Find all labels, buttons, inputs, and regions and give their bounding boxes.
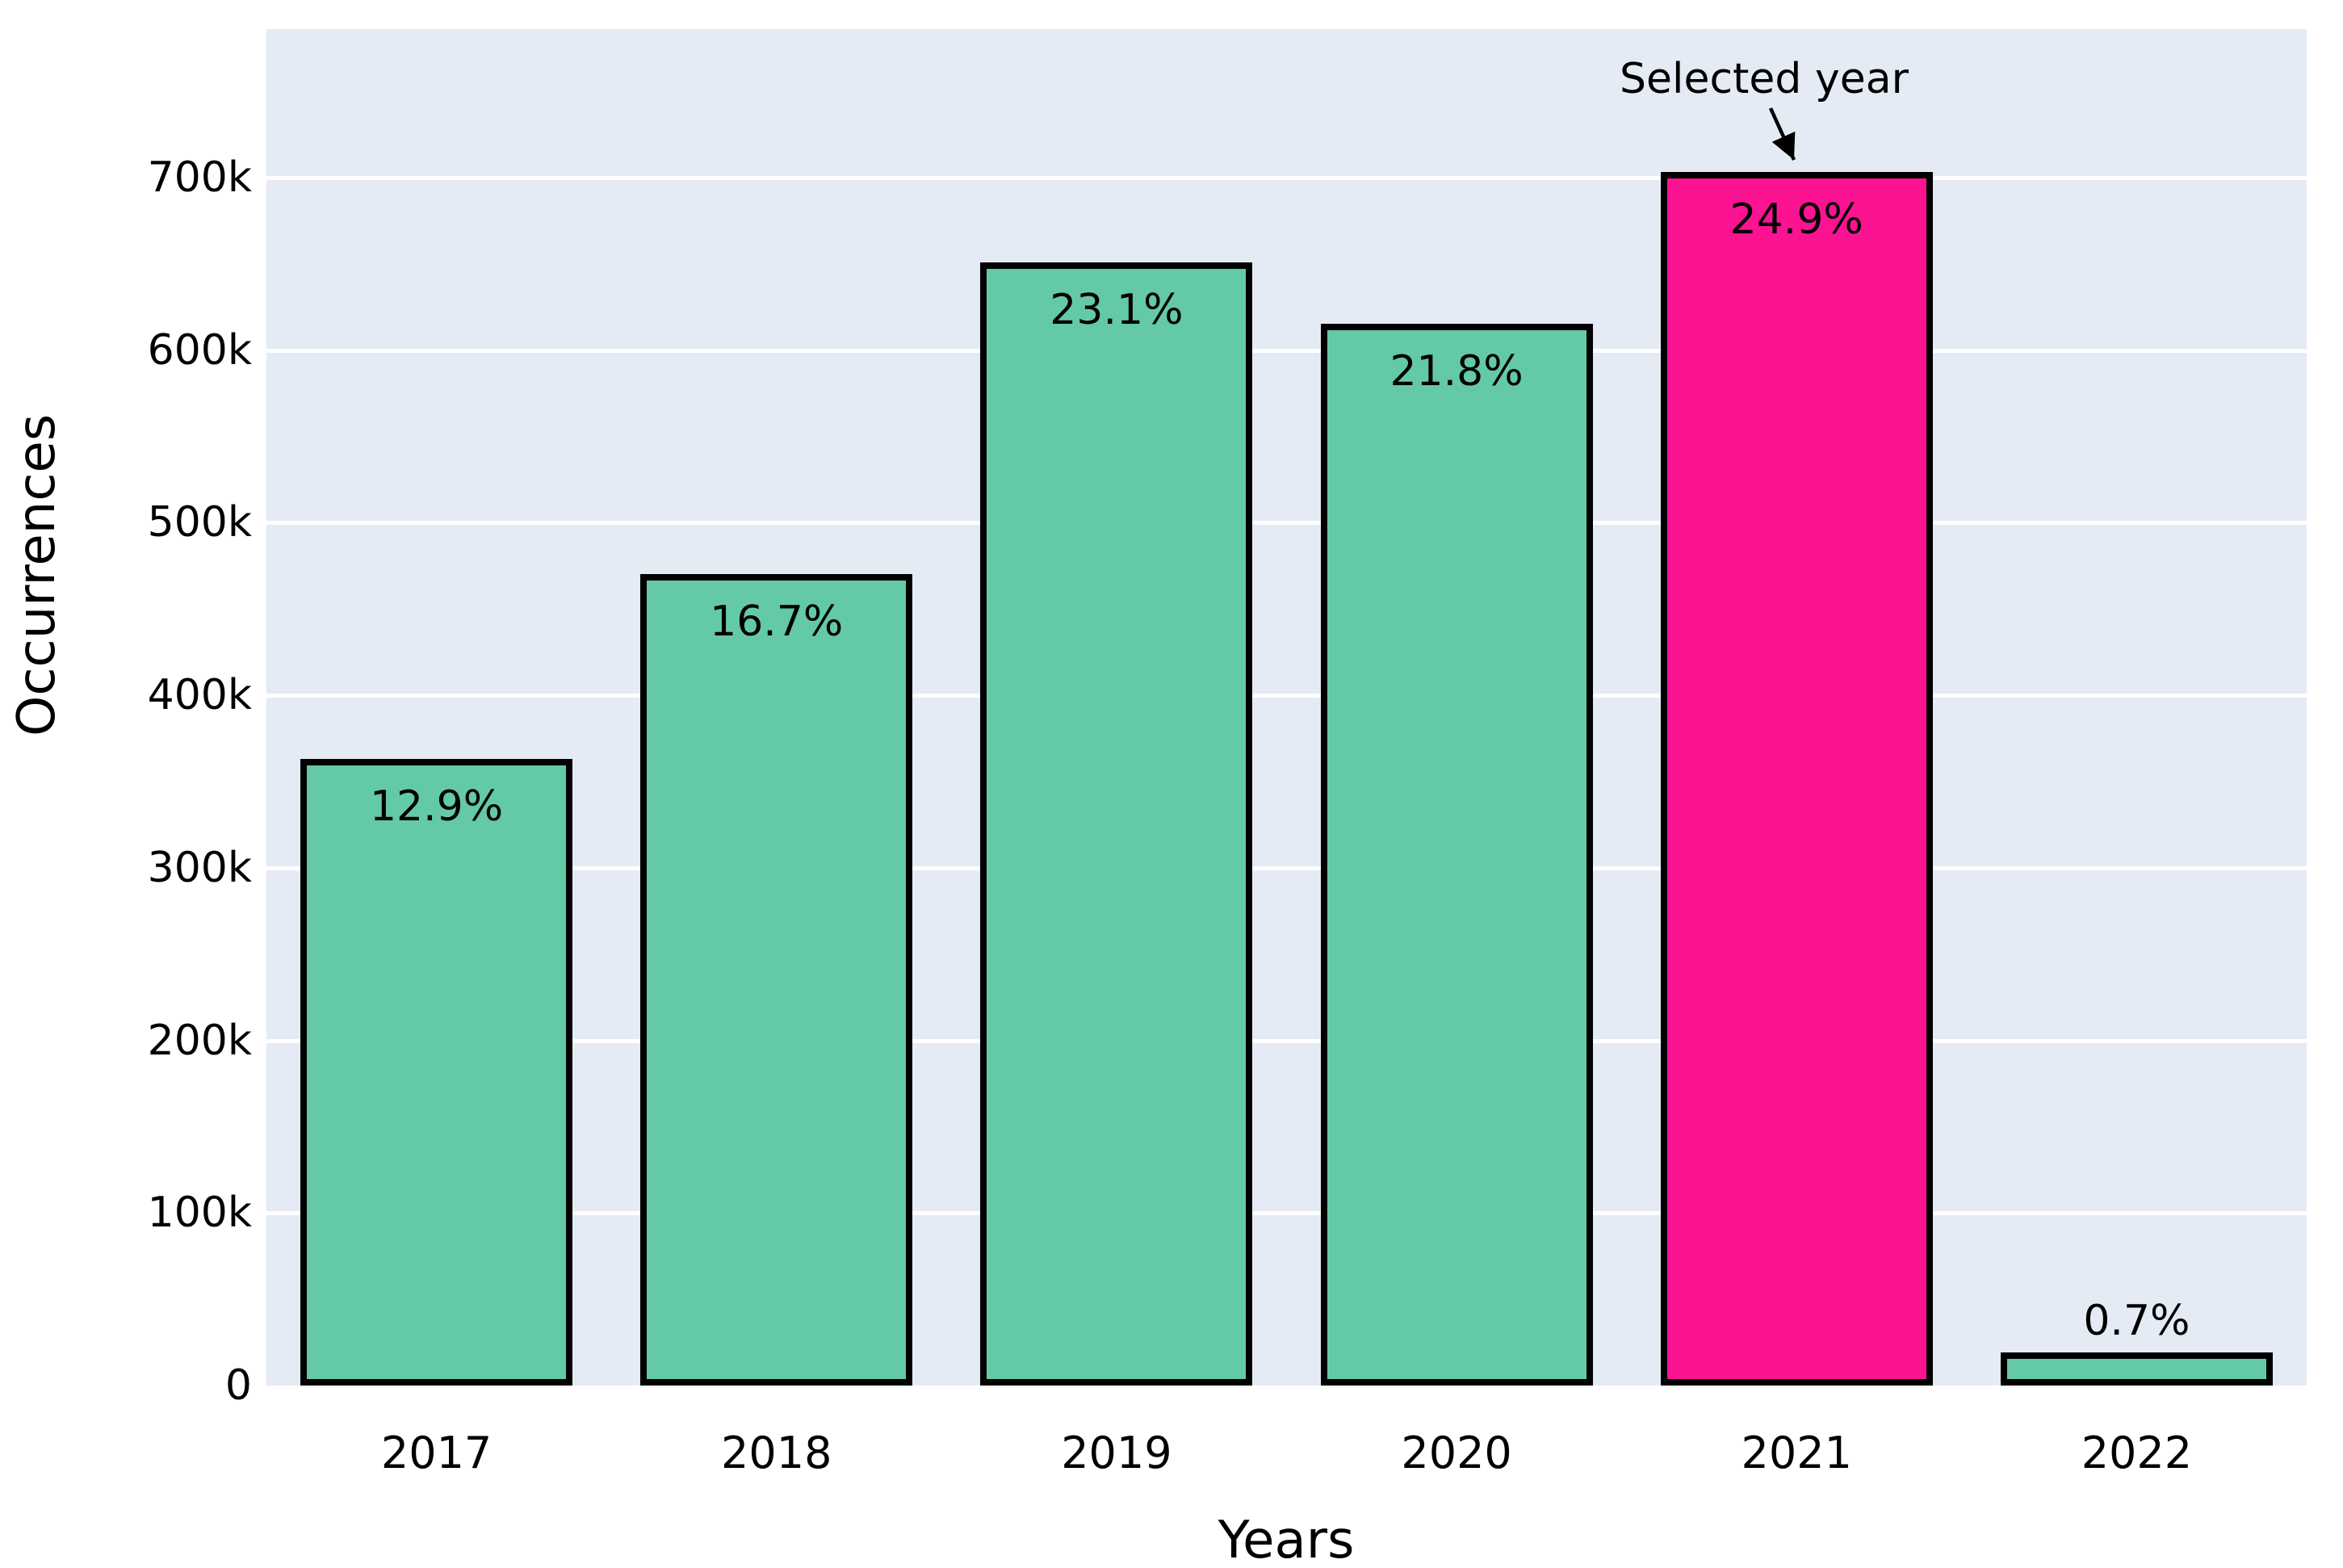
bar-2020[interactable]: 21.8% <box>1320 324 1593 1386</box>
y-tick-700k: 700k <box>147 153 252 202</box>
plot-area: 12.9% 16.7% 23.1% 21.8% 24.9% 0.7% <box>266 29 2307 1386</box>
bar-2017[interactable]: 12.9% <box>300 759 573 1386</box>
y-axis-label: Occurrences <box>7 413 67 736</box>
x-tick-2017: 2017 <box>380 1428 492 1478</box>
bar-value-label-2017: 12.9% <box>369 782 504 832</box>
x-tick-2021: 2021 <box>1741 1428 1852 1478</box>
gridline-500k <box>266 521 2307 526</box>
gridline-300k <box>266 866 2307 870</box>
y-tick-400k: 400k <box>147 671 252 720</box>
gridline-700k <box>266 175 2307 180</box>
bar-2022[interactable]: 0.7% <box>2000 1297 2273 1386</box>
bar-2018[interactable]: 16.7% <box>640 574 913 1386</box>
x-tick-2022: 2022 <box>2081 1428 2193 1478</box>
y-tick-300k: 300k <box>147 843 252 892</box>
bar-value-label-2020: 21.8% <box>1389 347 1524 396</box>
y-tick-200k: 200k <box>147 1016 252 1065</box>
bar-value-label-2018: 16.7% <box>710 597 844 647</box>
y-tick-100k: 100k <box>147 1189 252 1238</box>
y-tick-0: 0 <box>224 1361 252 1410</box>
x-axis-label: Years <box>1218 1511 1355 1568</box>
y-tick-600k: 600k <box>147 325 252 375</box>
y-tick-500k: 500k <box>147 498 252 547</box>
gridline-400k <box>266 694 2307 698</box>
bar-value-label-2019: 23.1% <box>1050 285 1184 334</box>
x-tick-2019: 2019 <box>1061 1428 1172 1478</box>
bar-2019[interactable]: 23.1% <box>980 262 1253 1386</box>
gridline-200k <box>266 1038 2307 1043</box>
gridline-100k <box>266 1211 2307 1216</box>
gridline-600k <box>266 348 2307 353</box>
bar-value-label-2021: 24.9% <box>1729 195 1863 245</box>
bar-value-label-2022: 0.7% <box>2083 1297 2190 1346</box>
x-tick-2020: 2020 <box>1401 1428 1512 1478</box>
selected-year-annotation: Selected year <box>1620 55 1909 103</box>
x-tick-2018: 2018 <box>721 1428 832 1478</box>
bar-2021[interactable]: 24.9% <box>1660 172 1933 1386</box>
